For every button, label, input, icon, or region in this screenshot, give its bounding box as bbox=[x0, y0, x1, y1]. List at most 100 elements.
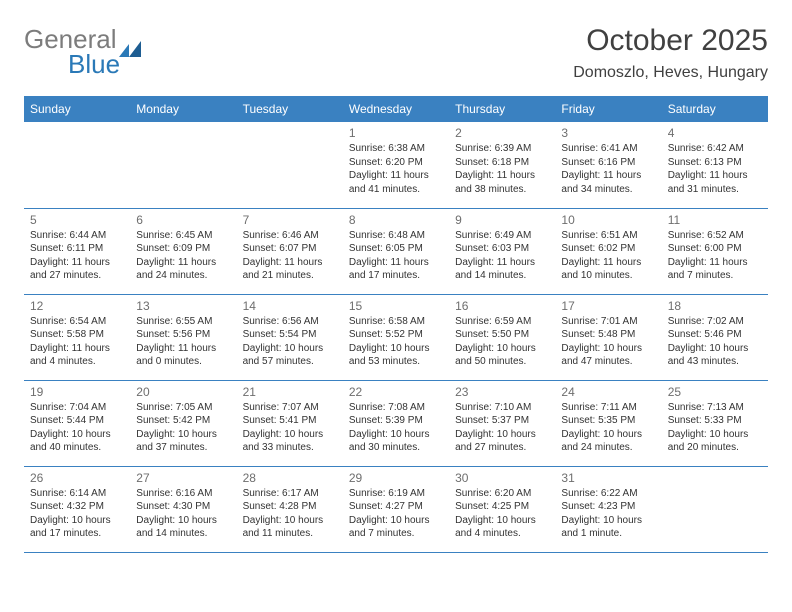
day-number: 14 bbox=[243, 299, 337, 313]
day-info: Sunrise: 6:59 AMSunset: 5:50 PMDaylight:… bbox=[455, 315, 549, 369]
title-block: October 2025 Domoszlo, Heves, Hungary bbox=[573, 24, 768, 82]
sunset-line: Sunset: 5:50 PM bbox=[455, 328, 549, 342]
month-title: October 2025 bbox=[573, 24, 768, 58]
daylight-line: Daylight: 11 hours and 24 minutes. bbox=[136, 256, 230, 283]
sunrise-line: Sunrise: 7:13 AM bbox=[668, 401, 762, 415]
sunset-line: Sunset: 4:30 PM bbox=[136, 500, 230, 514]
sunrise-line: Sunrise: 6:38 AM bbox=[349, 142, 443, 156]
day-number: 13 bbox=[136, 299, 230, 313]
day-number: 10 bbox=[561, 213, 655, 227]
daylight-line: Daylight: 10 hours and 50 minutes. bbox=[455, 342, 549, 369]
day-number: 24 bbox=[561, 385, 655, 399]
calendar-week-row: 19Sunrise: 7:04 AMSunset: 5:44 PMDayligh… bbox=[24, 380, 768, 466]
sunset-line: Sunset: 5:35 PM bbox=[561, 414, 655, 428]
weekday-header: Friday bbox=[555, 96, 661, 122]
day-info: Sunrise: 6:19 AMSunset: 4:27 PMDaylight:… bbox=[349, 487, 443, 541]
day-number: 22 bbox=[349, 385, 443, 399]
day-info: Sunrise: 7:10 AMSunset: 5:37 PMDaylight:… bbox=[455, 401, 549, 455]
weekday-header: Sunday bbox=[24, 96, 130, 122]
day-number: 3 bbox=[561, 126, 655, 140]
daylight-line: Daylight: 10 hours and 7 minutes. bbox=[349, 514, 443, 541]
daylight-line: Daylight: 10 hours and 57 minutes. bbox=[243, 342, 337, 369]
weekday-header: Monday bbox=[130, 96, 236, 122]
daylight-line: Daylight: 10 hours and 11 minutes. bbox=[243, 514, 337, 541]
sunrise-line: Sunrise: 6:46 AM bbox=[243, 229, 337, 243]
sunrise-line: Sunrise: 7:04 AM bbox=[30, 401, 124, 415]
daylight-line: Daylight: 10 hours and 14 minutes. bbox=[136, 514, 230, 541]
calendar-day-cell bbox=[130, 122, 236, 208]
daylight-line: Daylight: 11 hours and 31 minutes. bbox=[668, 169, 762, 196]
daylight-line: Daylight: 10 hours and 1 minute. bbox=[561, 514, 655, 541]
sunrise-line: Sunrise: 7:11 AM bbox=[561, 401, 655, 415]
day-number: 11 bbox=[668, 213, 762, 227]
calendar-day-cell: 26 Sunrise: 6:14 AMSunset: 4:32 PMDayligh… bbox=[24, 466, 130, 552]
day-info: Sunrise: 6:49 AMSunset: 6:03 PMDaylight:… bbox=[455, 229, 549, 283]
sunset-line: Sunset: 5:48 PM bbox=[561, 328, 655, 342]
page-header: GeneralBlue October 2025 Domoszlo, Heves… bbox=[24, 24, 768, 82]
calendar-day-cell: 6 Sunrise: 6:45 AMSunset: 6:09 PMDaylight… bbox=[130, 208, 236, 294]
day-number: 27 bbox=[136, 471, 230, 485]
calendar-week-row: 12Sunrise: 6:54 AMSunset: 5:58 PMDayligh… bbox=[24, 294, 768, 380]
day-number: 30 bbox=[455, 471, 549, 485]
day-number: 26 bbox=[30, 471, 124, 485]
day-number: 9 bbox=[455, 213, 549, 227]
day-info: Sunrise: 6:17 AMSunset: 4:28 PMDaylight:… bbox=[243, 487, 337, 541]
day-info: Sunrise: 6:44 AMSunset: 6:11 PMDaylight:… bbox=[30, 229, 124, 283]
daylight-line: Daylight: 10 hours and 24 minutes. bbox=[561, 428, 655, 455]
day-number: 1 bbox=[349, 126, 443, 140]
sunrise-line: Sunrise: 6:44 AM bbox=[30, 229, 124, 243]
sunrise-line: Sunrise: 6:42 AM bbox=[668, 142, 762, 156]
sunset-line: Sunset: 6:13 PM bbox=[668, 156, 762, 170]
calendar-head: SundayMondayTuesdayWednesdayThursdayFrid… bbox=[24, 96, 768, 122]
calendar-day-cell bbox=[24, 122, 130, 208]
day-number: 20 bbox=[136, 385, 230, 399]
sunset-line: Sunset: 5:33 PM bbox=[668, 414, 762, 428]
daylight-line: Daylight: 10 hours and 4 minutes. bbox=[455, 514, 549, 541]
daylight-line: Daylight: 11 hours and 10 minutes. bbox=[561, 256, 655, 283]
day-info: Sunrise: 6:38 AMSunset: 6:20 PMDaylight:… bbox=[349, 142, 443, 196]
calendar-day-cell: 14Sunrise: 6:56 AMSunset: 5:54 PMDayligh… bbox=[237, 294, 343, 380]
day-number: 6 bbox=[136, 213, 230, 227]
day-number: 12 bbox=[30, 299, 124, 313]
calendar-day-cell: 31Sunrise: 6:22 AMSunset: 4:23 PMDayligh… bbox=[555, 466, 661, 552]
sunrise-line: Sunrise: 6:14 AM bbox=[30, 487, 124, 501]
sunset-line: Sunset: 6:02 PM bbox=[561, 242, 655, 256]
sunrise-line: Sunrise: 7:08 AM bbox=[349, 401, 443, 415]
calendar-day-cell: 30Sunrise: 6:20 AMSunset: 4:25 PMDayligh… bbox=[449, 466, 555, 552]
day-info: Sunrise: 7:04 AMSunset: 5:44 PMDaylight:… bbox=[30, 401, 124, 455]
calendar-day-cell: 23 Sunrise: 7:10 AMSunset: 5:37 PMDayligh… bbox=[449, 380, 555, 466]
sunrise-line: Sunrise: 6:54 AM bbox=[30, 315, 124, 329]
day-number: 2 bbox=[455, 126, 549, 140]
brand-mark-icon bbox=[119, 33, 143, 51]
day-info: Sunrise: 6:45 AMSunset: 6:09 PMDaylight:… bbox=[136, 229, 230, 283]
sunset-line: Sunset: 4:32 PM bbox=[30, 500, 124, 514]
day-info: Sunrise: 6:16 AMSunset: 4:30 PMDaylight:… bbox=[136, 487, 230, 541]
calendar-day-cell: 21Sunrise: 7:07 AMSunset: 5:41 PMDayligh… bbox=[237, 380, 343, 466]
sunrise-line: Sunrise: 7:01 AM bbox=[561, 315, 655, 329]
sunset-line: Sunset: 5:52 PM bbox=[349, 328, 443, 342]
day-number: 17 bbox=[561, 299, 655, 313]
daylight-line: Daylight: 11 hours and 27 minutes. bbox=[30, 256, 124, 283]
daylight-line: Daylight: 10 hours and 17 minutes. bbox=[30, 514, 124, 541]
sunrise-line: Sunrise: 6:19 AM bbox=[349, 487, 443, 501]
sunrise-line: Sunrise: 6:20 AM bbox=[455, 487, 549, 501]
brand-logo: GeneralBlue bbox=[24, 24, 143, 80]
calendar-day-cell: 15Sunrise: 6:58 AMSunset: 5:52 PMDayligh… bbox=[343, 294, 449, 380]
weekday-header: Tuesday bbox=[237, 96, 343, 122]
calendar-day-cell: 8Sunrise: 6:48 AMSunset: 6:05 PMDaylight… bbox=[343, 208, 449, 294]
day-number: 31 bbox=[561, 471, 655, 485]
day-info: Sunrise: 6:41 AMSunset: 6:16 PMDaylight:… bbox=[561, 142, 655, 196]
day-info: Sunrise: 6:51 AMSunset: 6:02 PMDaylight:… bbox=[561, 229, 655, 283]
daylight-line: Daylight: 10 hours and 53 minutes. bbox=[349, 342, 443, 369]
calendar-week-row: 5Sunrise: 6:44 AMSunset: 6:11 PMDaylight… bbox=[24, 208, 768, 294]
day-number: 23 bbox=[455, 385, 549, 399]
day-info: Sunrise: 6:55 AMSunset: 5:56 PMDaylight:… bbox=[136, 315, 230, 369]
calendar-day-cell: 20Sunrise: 7:05 AMSunset: 5:42 PMDayligh… bbox=[130, 380, 236, 466]
calendar-week-row: 26Sunrise: 6:14 AMSunset: 4:32 PMDayligh… bbox=[24, 466, 768, 552]
sunset-line: Sunset: 6:09 PM bbox=[136, 242, 230, 256]
weekday-header-row: SundayMondayTuesdayWednesdayThursdayFrid… bbox=[24, 96, 768, 122]
day-info: Sunrise: 6:39 AMSunset: 6:18 PMDaylight:… bbox=[455, 142, 549, 196]
calendar-day-cell: 28Sunrise: 6:17 AMSunset: 4:28 PMDayligh… bbox=[237, 466, 343, 552]
day-info: Sunrise: 6:14 AMSunset: 4:32 PMDaylight:… bbox=[30, 487, 124, 541]
calendar-week-row: 1 Sunrise: 6:38 AMSunset: 6:20 PMDaylight… bbox=[24, 122, 768, 208]
